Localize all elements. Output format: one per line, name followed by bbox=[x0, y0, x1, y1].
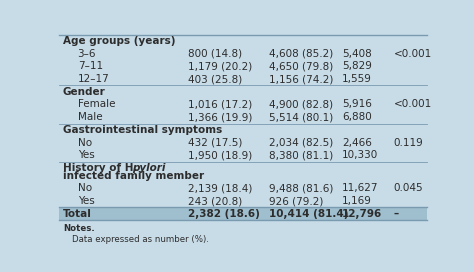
Text: Yes: Yes bbox=[78, 196, 94, 206]
Text: Notes.: Notes. bbox=[63, 224, 95, 233]
FancyBboxPatch shape bbox=[59, 47, 427, 60]
Text: <0.001: <0.001 bbox=[393, 100, 432, 110]
Text: 0.119: 0.119 bbox=[393, 138, 423, 147]
Text: 4,650 (79.8): 4,650 (79.8) bbox=[269, 61, 333, 72]
Text: 10,414 (81.4): 10,414 (81.4) bbox=[269, 209, 348, 219]
Text: 1,559: 1,559 bbox=[342, 74, 372, 84]
Text: infected family member: infected family member bbox=[63, 171, 204, 181]
Text: 2,034 (82.5): 2,034 (82.5) bbox=[269, 138, 333, 147]
Text: Male: Male bbox=[78, 112, 102, 122]
Text: 6,880: 6,880 bbox=[342, 112, 372, 122]
Text: 12–17: 12–17 bbox=[78, 74, 109, 84]
Text: Age groups (years): Age groups (years) bbox=[63, 36, 175, 46]
Text: Female: Female bbox=[78, 100, 115, 110]
Text: 5,514 (80.1): 5,514 (80.1) bbox=[269, 112, 333, 122]
Text: 1,156 (74.2): 1,156 (74.2) bbox=[269, 74, 333, 84]
Text: Yes: Yes bbox=[78, 150, 94, 160]
FancyBboxPatch shape bbox=[59, 123, 427, 136]
FancyBboxPatch shape bbox=[59, 208, 427, 220]
Text: –: – bbox=[393, 209, 399, 219]
FancyBboxPatch shape bbox=[59, 182, 427, 195]
Text: 5,916: 5,916 bbox=[342, 100, 372, 110]
Text: 10,330: 10,330 bbox=[342, 150, 378, 160]
Text: 2,466: 2,466 bbox=[342, 138, 372, 147]
Text: pylori: pylori bbox=[132, 163, 165, 173]
Text: <0.001: <0.001 bbox=[393, 49, 432, 59]
Text: 12,796: 12,796 bbox=[342, 209, 383, 219]
Text: 2,139 (18.4): 2,139 (18.4) bbox=[188, 183, 252, 193]
Text: 926 (79.2): 926 (79.2) bbox=[269, 196, 323, 206]
Text: History of H.: History of H. bbox=[63, 163, 141, 173]
Text: 1,169: 1,169 bbox=[342, 196, 372, 206]
FancyBboxPatch shape bbox=[59, 85, 427, 98]
Text: 403 (25.8): 403 (25.8) bbox=[188, 74, 242, 84]
Text: No: No bbox=[78, 138, 92, 147]
Text: 800 (14.8): 800 (14.8) bbox=[188, 49, 242, 59]
Text: 5,829: 5,829 bbox=[342, 61, 372, 72]
Text: 2,382 (18.6): 2,382 (18.6) bbox=[188, 209, 260, 219]
Text: 432 (17.5): 432 (17.5) bbox=[188, 138, 242, 147]
FancyBboxPatch shape bbox=[59, 111, 427, 123]
Text: 5,408: 5,408 bbox=[342, 49, 372, 59]
Text: 11,627: 11,627 bbox=[342, 183, 379, 193]
Text: 1,366 (19.9): 1,366 (19.9) bbox=[188, 112, 252, 122]
Text: 1,016 (17.2): 1,016 (17.2) bbox=[188, 100, 252, 110]
Text: 8,380 (81.1): 8,380 (81.1) bbox=[269, 150, 333, 160]
Text: Total: Total bbox=[63, 209, 92, 219]
Text: 3–6: 3–6 bbox=[78, 49, 96, 59]
Text: 1,950 (18.9): 1,950 (18.9) bbox=[188, 150, 252, 160]
FancyBboxPatch shape bbox=[59, 162, 427, 182]
FancyBboxPatch shape bbox=[59, 60, 427, 73]
Text: Gastrointestinal symptoms: Gastrointestinal symptoms bbox=[63, 125, 222, 135]
FancyBboxPatch shape bbox=[59, 136, 427, 149]
Text: 9,488 (81.6): 9,488 (81.6) bbox=[269, 183, 333, 193]
FancyBboxPatch shape bbox=[59, 35, 427, 47]
Text: No: No bbox=[78, 183, 92, 193]
Text: Data expressed as number (%).: Data expressed as number (%). bbox=[72, 235, 209, 244]
FancyBboxPatch shape bbox=[59, 149, 427, 162]
Text: 0.045: 0.045 bbox=[393, 183, 423, 193]
Text: 7–11: 7–11 bbox=[78, 61, 103, 72]
Text: 4,900 (82.8): 4,900 (82.8) bbox=[269, 100, 333, 110]
FancyBboxPatch shape bbox=[59, 195, 427, 208]
Text: Gender: Gender bbox=[63, 87, 106, 97]
Text: 4,608 (85.2): 4,608 (85.2) bbox=[269, 49, 333, 59]
Text: 243 (20.8): 243 (20.8) bbox=[188, 196, 242, 206]
Text: 1,179 (20.2): 1,179 (20.2) bbox=[188, 61, 252, 72]
FancyBboxPatch shape bbox=[59, 98, 427, 111]
FancyBboxPatch shape bbox=[59, 73, 427, 85]
